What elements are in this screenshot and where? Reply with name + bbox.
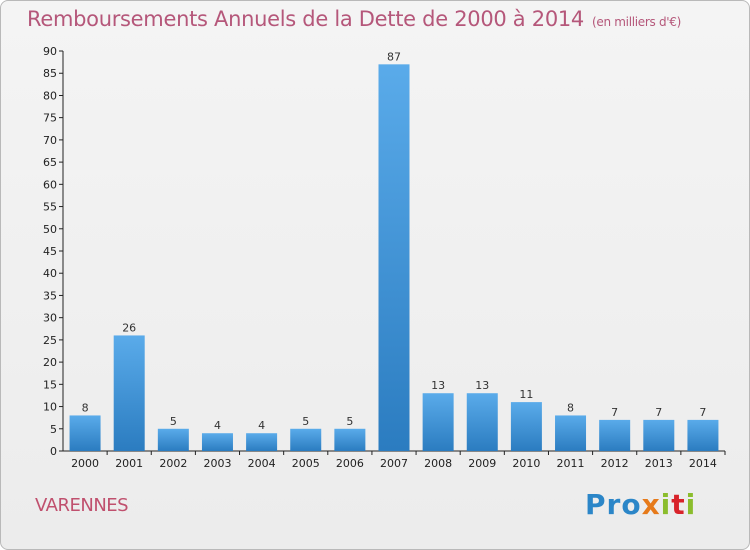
y-tick-label: 35 — [43, 289, 57, 302]
x-tick-label: 2011 — [557, 457, 585, 470]
x-tick-label: 2014 — [689, 457, 717, 470]
bar — [157, 428, 189, 451]
data-label: 5 — [346, 415, 353, 428]
data-label: 7 — [699, 406, 706, 419]
x-tick-label: 2008 — [424, 457, 452, 470]
bar — [378, 64, 410, 452]
y-tick-label: 40 — [43, 267, 57, 280]
bar — [466, 393, 498, 451]
proxiti-logo: Proxiti — [585, 488, 697, 521]
x-tick-label: 2003 — [203, 457, 231, 470]
y-tick-label: 25 — [43, 334, 57, 347]
y-tick-label: 75 — [43, 112, 57, 125]
x-tick-label: 2009 — [468, 457, 496, 470]
y-tick-label: 85 — [43, 67, 57, 80]
y-tick-label: 10 — [43, 401, 57, 414]
data-label: 7 — [655, 406, 662, 419]
data-label: 4 — [258, 419, 265, 432]
y-tick-label: 90 — [43, 45, 57, 58]
y-tick-label: 5 — [50, 423, 57, 436]
data-label: 87 — [387, 50, 401, 63]
bar — [69, 415, 101, 451]
data-label: 11 — [519, 388, 533, 401]
x-tick-label: 2013 — [645, 457, 673, 470]
bar — [510, 402, 542, 451]
y-tick-label: 30 — [43, 312, 57, 325]
x-tick-label: 2002 — [159, 457, 187, 470]
y-tick-label: 15 — [43, 378, 57, 391]
unit-label: (en milliers d'€) — [592, 15, 682, 29]
y-tick-label: 50 — [43, 223, 57, 236]
bar — [290, 428, 322, 451]
bar — [687, 419, 719, 451]
bar — [113, 335, 145, 451]
bar — [643, 419, 675, 451]
x-tick-label: 2000 — [71, 457, 99, 470]
data-label: 4 — [214, 419, 221, 432]
x-tick-label: 2010 — [512, 457, 540, 470]
y-tick-label: 20 — [43, 356, 57, 369]
chart-title: Remboursements Annuels de la Dette de 20… — [27, 7, 682, 31]
x-tick-label: 2005 — [292, 457, 320, 470]
data-label: 7 — [611, 406, 618, 419]
data-label: 26 — [122, 321, 136, 334]
x-tick-label: 2001 — [115, 457, 143, 470]
bar — [599, 419, 631, 451]
data-label: 5 — [170, 415, 177, 428]
data-label: 8 — [567, 401, 574, 414]
place-name: VARENNES — [35, 495, 129, 516]
x-tick-label: 2007 — [380, 457, 408, 470]
bar — [334, 428, 366, 451]
data-label: 5 — [302, 415, 309, 428]
y-tick-label: 65 — [43, 156, 57, 169]
data-label: 13 — [475, 379, 489, 392]
bar — [246, 433, 278, 451]
y-tick-label: 45 — [43, 245, 57, 258]
x-tick-label: 2012 — [601, 457, 629, 470]
y-tick-label: 70 — [43, 134, 57, 147]
bar — [422, 393, 454, 451]
bar — [201, 433, 233, 451]
y-tick-label: 60 — [43, 178, 57, 191]
x-tick-label: 2006 — [336, 457, 364, 470]
y-tick-label: 80 — [43, 89, 57, 102]
data-label: 8 — [82, 401, 89, 414]
y-tick-label: 55 — [43, 201, 57, 214]
x-tick-label: 2004 — [248, 457, 276, 470]
data-label: 13 — [431, 379, 445, 392]
y-tick-label: 0 — [50, 445, 57, 458]
bar — [555, 415, 587, 451]
